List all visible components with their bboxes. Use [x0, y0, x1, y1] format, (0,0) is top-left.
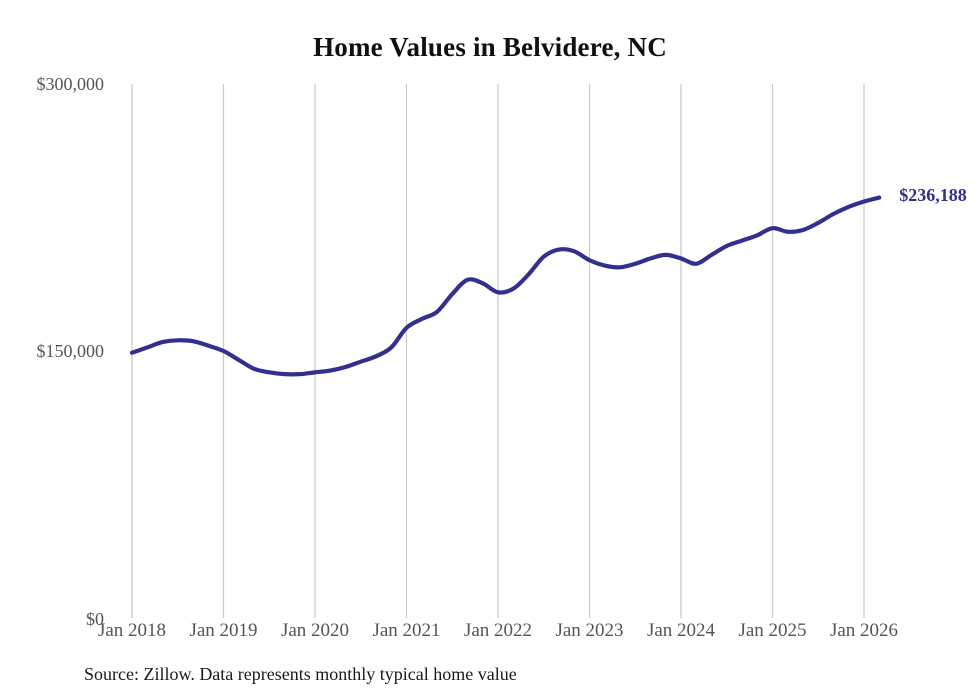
y-tick-label: $0 — [86, 609, 104, 629]
x-axis-tick-jan-2021: Jan 2021 — [372, 620, 441, 641]
source-note: Source: Zillow. Data represents monthly … — [84, 664, 517, 684]
x-axis-tick-jan-2025: Jan 2025 — [738, 620, 807, 641]
y-tick-label: $150,000 — [36, 341, 105, 361]
x-axis-tick-jan-2023: Jan 2023 — [555, 620, 624, 641]
gridlines — [131, 84, 865, 618]
x-axis-tick-jan-2019: Jan 2019 — [189, 620, 258, 641]
y-tick-label: $300,000 — [36, 74, 105, 94]
x-axis-tick-jan-2024: Jan 2024 — [646, 620, 716, 641]
data-line-series — [129, 195, 882, 377]
x-axis-tick-jan-2026: Jan 2026 — [829, 620, 899, 641]
x-axis-tick-jan-2020: Jan 2020 — [280, 620, 350, 641]
end-value-annotation: $236,188 — [899, 184, 967, 205]
x-axis-tick-jan-2022: Jan 2022 — [463, 620, 533, 641]
x-axis-tick-jan-2018: Jan 2018 — [97, 620, 167, 641]
page-title: Home Values in Belvidere, NC — [313, 32, 667, 62]
